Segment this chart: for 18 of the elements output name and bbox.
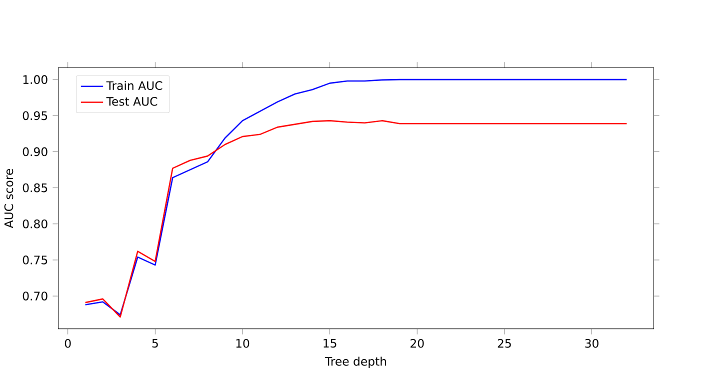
y-tick-label: 0.85 bbox=[22, 183, 48, 192]
x-tick-label: 10 bbox=[236, 338, 250, 348]
y-tick-label: 0.95 bbox=[22, 111, 48, 120]
legend-label: Test AUC bbox=[106, 96, 158, 106]
x-tick-label: 25 bbox=[498, 338, 511, 348]
x-tick-label: 5 bbox=[152, 338, 158, 348]
x-tick-label: 30 bbox=[585, 338, 598, 348]
x-axis-title: Tree depth bbox=[324, 356, 386, 368]
x-tick-label: 0 bbox=[64, 338, 71, 348]
x-tick-label: 20 bbox=[410, 338, 424, 348]
y-tick-label: 0.75 bbox=[22, 255, 48, 264]
x-tick-label: 15 bbox=[324, 338, 336, 348]
legend-label: Train AUC bbox=[106, 80, 162, 90]
y-axis-title: AUC score bbox=[4, 168, 14, 228]
y-tick-label: 0.90 bbox=[22, 147, 48, 156]
y-tick-label: 0.70 bbox=[22, 291, 48, 300]
y-tick-label: 0.80 bbox=[22, 219, 48, 228]
y-tick-label: 1.00 bbox=[23, 74, 48, 84]
